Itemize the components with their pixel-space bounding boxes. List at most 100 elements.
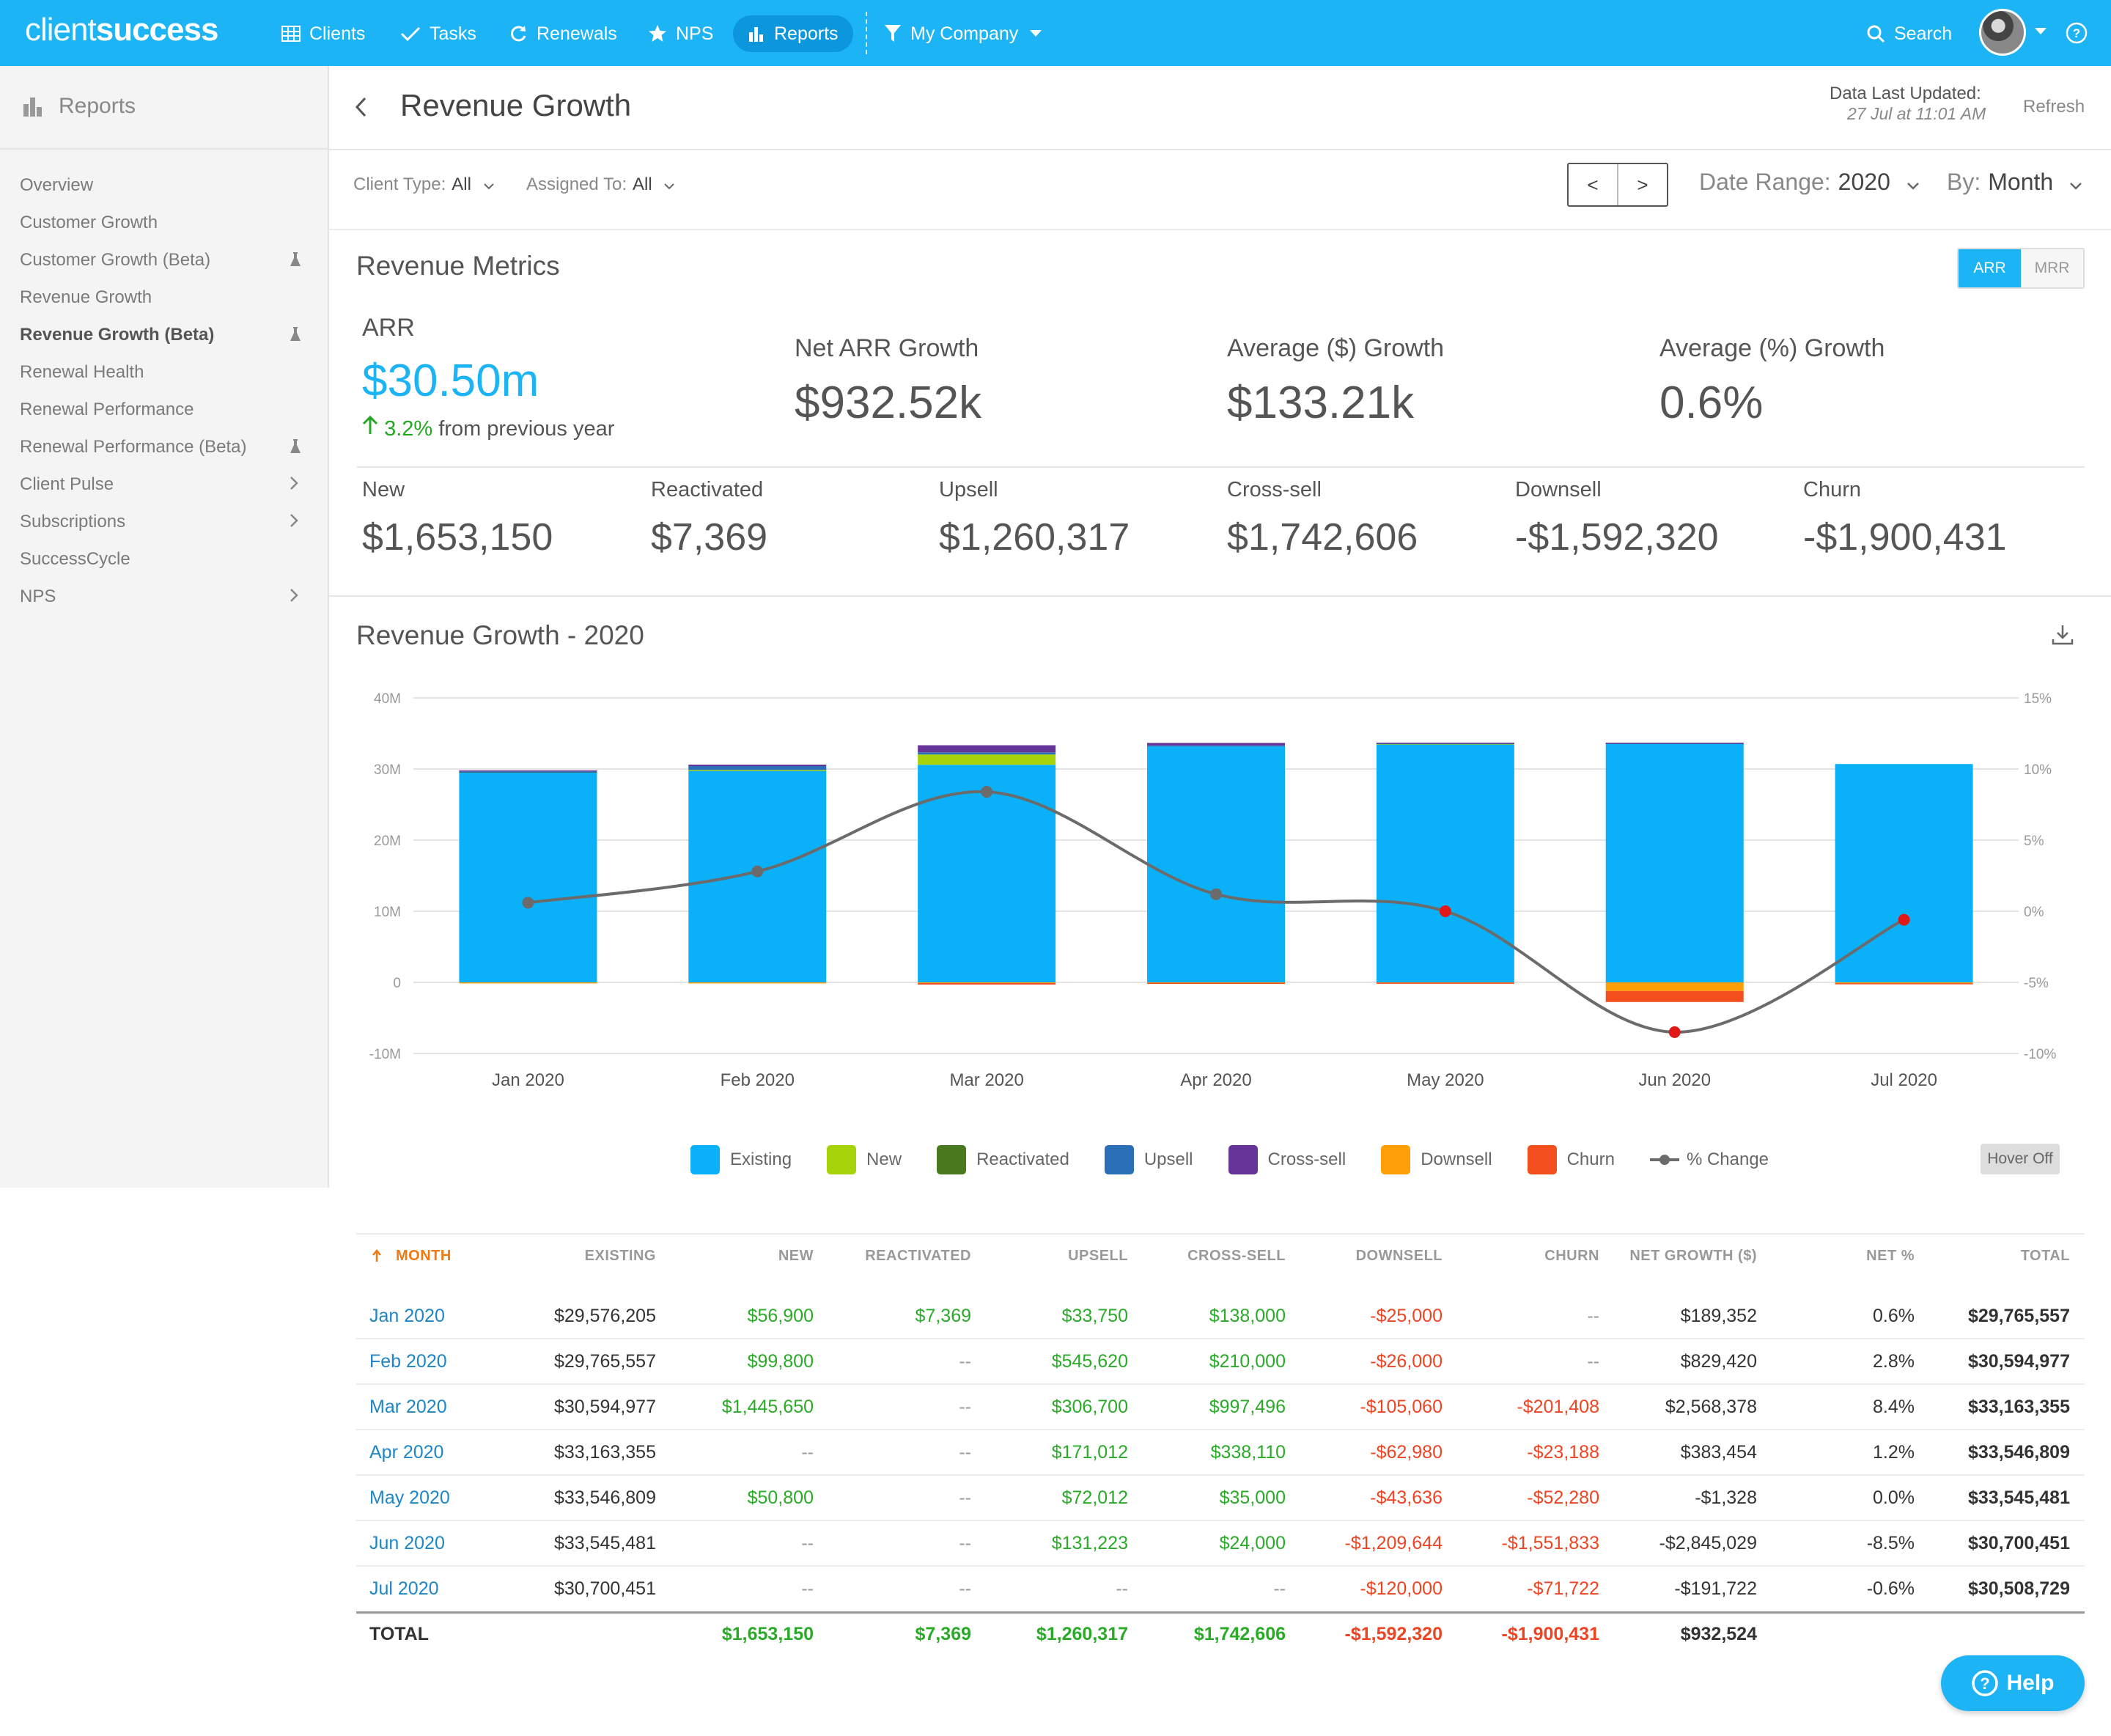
- sidebar-item-client-pulse[interactable]: Client Pulse: [20, 470, 313, 499]
- legend-item-cross-sell[interactable]: Cross-sell: [1228, 1145, 1346, 1174]
- x-tick-label: May 2020: [1407, 1070, 1484, 1090]
- table-cell: -$1,551,833: [1501, 1533, 1599, 1553]
- downsell-value: -$1,592,320: [1515, 516, 1719, 559]
- sidebar-item-renewal-health[interactable]: Renewal Health: [20, 358, 313, 387]
- group-by-filter[interactable]: By: Month: [1947, 169, 2082, 196]
- legend-item-upsell[interactable]: Upsell: [1104, 1145, 1193, 1174]
- table-cell-month[interactable]: Mar 2020: [369, 1397, 447, 1417]
- y-tick-label: 20M: [374, 834, 401, 849]
- table-cell: $29,765,557: [553, 1351, 656, 1372]
- legend-item---change[interactable]: % Change: [1649, 1150, 1769, 1170]
- legend-item-downsell[interactable]: Downsell: [1381, 1145, 1492, 1174]
- bar-segment-cross-sell: [688, 764, 827, 767]
- table-row-divider: [356, 1474, 2085, 1476]
- legend-item-new[interactable]: New: [827, 1145, 902, 1174]
- legend-item-existing[interactable]: Existing: [690, 1145, 792, 1174]
- column-header-upsell[interactable]: UPSELL: [1068, 1248, 1128, 1264]
- sidebar-item-overview[interactable]: Overview: [20, 171, 313, 200]
- sidebar-item-subscriptions[interactable]: Subscriptions: [20, 507, 313, 537]
- sidebar-item-nps[interactable]: NPS: [20, 582, 313, 611]
- column-header-downsell[interactable]: DOWNSELL: [1355, 1248, 1443, 1264]
- chevron-down-icon: [483, 183, 494, 190]
- nav-reports[interactable]: Reports: [733, 15, 853, 52]
- help-circle-icon[interactable]: ?: [2066, 22, 2088, 44]
- column-header-existing[interactable]: EXISTING: [584, 1248, 656, 1264]
- mrr-toggle-button[interactable]: MRR: [2021, 249, 2083, 287]
- avatar[interactable]: [1979, 9, 2026, 56]
- avatar-caret-icon[interactable]: [2035, 28, 2046, 35]
- sidebar-item-customer-growth[interactable]: Customer Growth: [20, 208, 313, 238]
- table-cell: -$191,722: [1674, 1578, 1757, 1599]
- sidebar-item-revenue-growth[interactable]: Revenue Growth: [20, 283, 313, 312]
- bar-segment-existing: [1835, 764, 1973, 982]
- table-cell: $33,750: [1061, 1306, 1128, 1326]
- table-cell-month[interactable]: Apr 2020: [369, 1442, 444, 1463]
- column-header-cross-sell[interactable]: CROSS-SELL: [1187, 1248, 1286, 1264]
- column-header-total[interactable]: TOTAL: [2020, 1248, 2070, 1264]
- nav-renewals[interactable]: Renewals: [494, 15, 632, 52]
- x-tick-label: Apr 2020: [1180, 1070, 1251, 1090]
- company-filter[interactable]: My Company: [869, 15, 1065, 52]
- hover-off-button[interactable]: Hover Off: [1981, 1144, 2060, 1174]
- date-range-filter[interactable]: Date Range: 2020: [1699, 169, 1919, 196]
- search-label: Search: [1894, 23, 1953, 44]
- download-icon[interactable]: [2051, 623, 2074, 647]
- search-icon: [1867, 25, 1885, 43]
- refresh-button[interactable]: Refresh: [2023, 97, 2085, 117]
- legend-item-churn[interactable]: Churn: [1527, 1145, 1615, 1174]
- app-logo[interactable]: clientsuccess: [25, 12, 218, 48]
- total-cell: $1,742,606: [1193, 1624, 1286, 1644]
- sidebar-item-successcycle[interactable]: SuccessCycle: [20, 545, 313, 574]
- table-cell-month[interactable]: Jun 2020: [369, 1533, 445, 1553]
- nav-clients[interactable]: Clients: [267, 15, 380, 52]
- bar-segment-upsell: [918, 752, 1056, 755]
- new-label: New: [362, 478, 405, 501]
- sidebar-item-renewal-performance-beta[interactable]: Renewal Performance (Beta): [20, 433, 313, 462]
- client-type-filter[interactable]: Client Type: All: [353, 174, 494, 195]
- table-cell: $30,594,977: [553, 1397, 656, 1417]
- sidebar-item-customer-growth-beta[interactable]: Customer Growth (Beta): [20, 246, 313, 275]
- table-cell: $131,223: [1051, 1533, 1128, 1553]
- column-header-reactivated[interactable]: REACTIVATED: [865, 1248, 971, 1264]
- legend-label: Cross-sell: [1267, 1150, 1346, 1169]
- prev-button[interactable]: <: [1569, 164, 1618, 205]
- y-tick-label: 10M: [374, 905, 401, 920]
- sidebar-header: Reports: [22, 94, 136, 119]
- table-cell: --: [959, 1533, 971, 1553]
- avg-percent-growth-value: 0.6%: [1659, 378, 1764, 428]
- y-tick-label: 40M: [374, 691, 401, 707]
- metrics-divider: [357, 466, 2085, 468]
- column-header-new[interactable]: NEW: [778, 1248, 814, 1264]
- table-cell-month[interactable]: May 2020: [369, 1487, 450, 1508]
- legend-swatch: [1649, 1155, 1679, 1165]
- arr-toggle-button[interactable]: ARR: [1959, 249, 2021, 287]
- table-cell: -0.6%: [1866, 1578, 1915, 1599]
- column-header-net-growth[interactable]: NET GROWTH ($): [1629, 1248, 1757, 1264]
- legend-label: Existing: [730, 1150, 792, 1169]
- avg-dollar-growth-label: Average ($) Growth: [1227, 334, 1445, 362]
- sidebar-item-label: Renewal Health: [20, 362, 144, 382]
- assigned-to-filter[interactable]: Assigned To: All: [526, 174, 675, 195]
- table-cell: -8.5%: [1866, 1533, 1915, 1553]
- table-cell: -$25,000: [1370, 1306, 1443, 1326]
- column-header-churn[interactable]: CHURN: [1544, 1248, 1599, 1264]
- table-cell-month[interactable]: Feb 2020: [369, 1351, 447, 1372]
- sidebar-item-revenue-growth-beta[interactable]: Revenue Growth (Beta): [20, 320, 313, 350]
- nav-tasks[interactable]: Tasks: [386, 15, 491, 52]
- table-cell-month[interactable]: Jul 2020: [369, 1578, 439, 1599]
- total-cell: $7,369: [915, 1624, 971, 1644]
- legend-swatch: [1381, 1145, 1411, 1174]
- legend-item-reactivated[interactable]: Reactivated: [937, 1145, 1069, 1174]
- search-button[interactable]: Search: [1852, 15, 1967, 52]
- back-chevron-icon[interactable]: [355, 97, 366, 117]
- column-header-net[interactable]: NET %: [1866, 1248, 1915, 1264]
- legend-label: Upsell: [1143, 1150, 1193, 1169]
- percent-change-point: [981, 786, 993, 798]
- next-button[interactable]: >: [1637, 173, 1648, 196]
- nav-nps[interactable]: NPS: [633, 15, 728, 52]
- table-cell: $24,000: [1219, 1533, 1286, 1553]
- column-header-month[interactable]: MONTH: [396, 1248, 452, 1264]
- table-cell-month[interactable]: Jan 2020: [369, 1306, 445, 1326]
- help-button[interactable]: ? Help: [1941, 1655, 2085, 1711]
- sidebar-item-renewal-performance[interactable]: Renewal Performance: [20, 395, 313, 424]
